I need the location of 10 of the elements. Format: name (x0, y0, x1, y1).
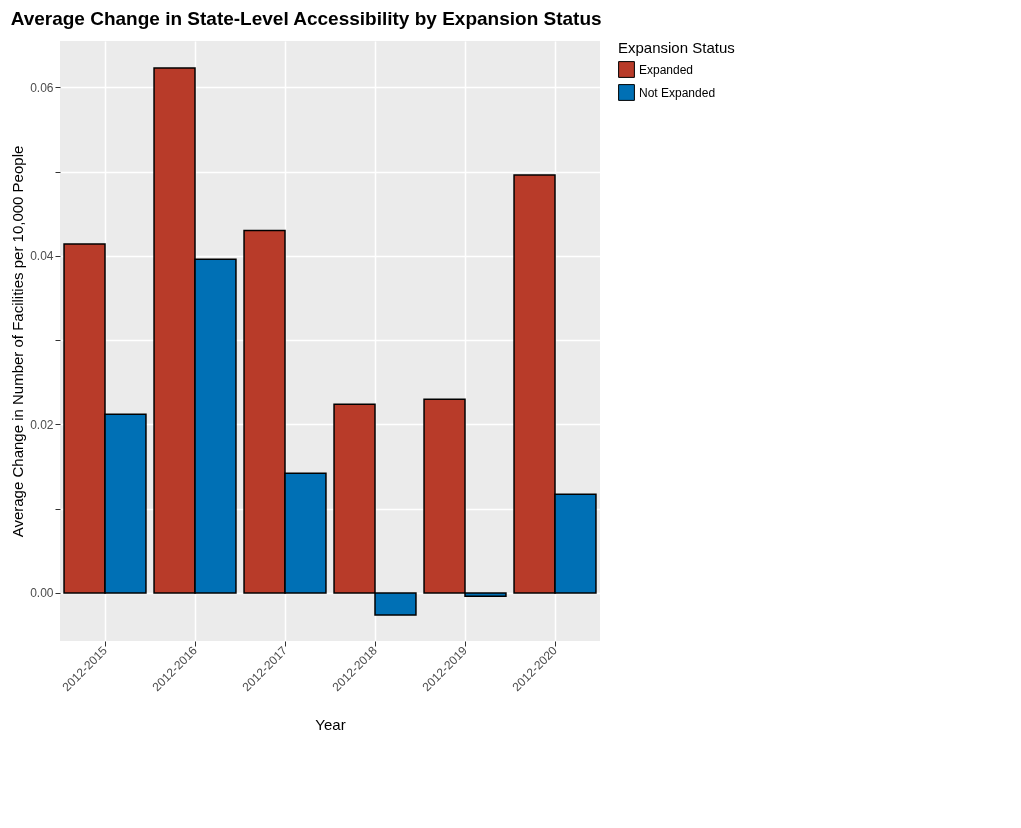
legend-title: Expansion Status (618, 39, 735, 56)
chart-title: Average Change in State-Level Accessibility by Expansion Status (10, 8, 602, 29)
x-axis-title: Year (315, 716, 346, 734)
legend-label: Not Expanded (639, 85, 716, 100)
y-axis-title: Average Change in Number of Facilities per 10,000 People (9, 145, 27, 538)
y-tick-label: 0.06 (30, 80, 54, 95)
y-tick-label: 0.04 (30, 249, 54, 264)
y-tick-label: 0.02 (30, 417, 54, 432)
y-tick-label: 0.00 (30, 586, 54, 601)
legend-label: Expanded (639, 62, 694, 77)
